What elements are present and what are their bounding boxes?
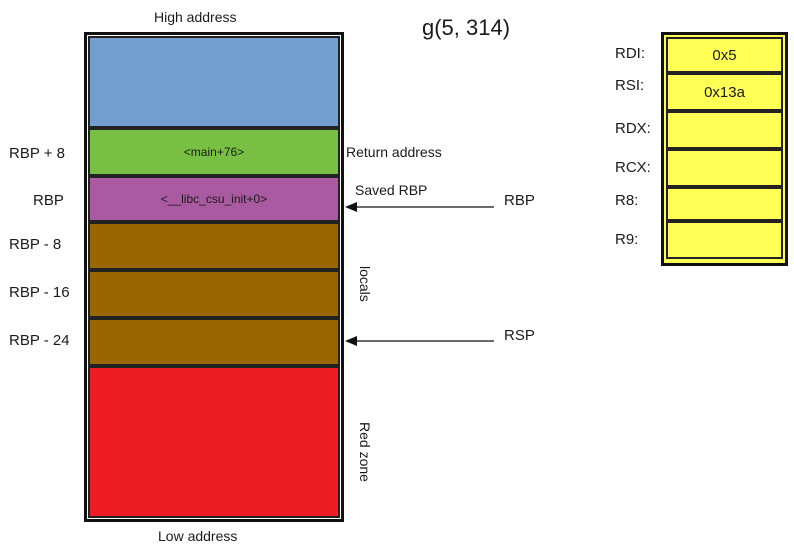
high-address-label: High address xyxy=(154,9,237,25)
register-file: 0x5 0x13a xyxy=(661,32,788,266)
stack-cell-caller xyxy=(88,36,340,128)
register-name-r8: R8: xyxy=(615,192,639,209)
register-value-r8 xyxy=(666,187,783,221)
saved-rbp-label: Saved RBP xyxy=(355,182,428,198)
register-value-rsi: 0x13a xyxy=(666,73,783,111)
register-name-rcx: RCX: xyxy=(615,159,651,176)
register-value-rdx xyxy=(666,111,783,149)
low-address-label: Low address xyxy=(158,528,238,544)
offset-label-rbp-minus-16: RBP - 16 xyxy=(9,284,70,301)
rbp-pointer-label: RBP xyxy=(504,192,535,209)
return-address-label: Return address xyxy=(346,144,442,160)
rbp-arrow xyxy=(345,202,494,212)
offset-label-rbp-plus-8: RBP + 8 xyxy=(9,145,66,162)
stack-frame: <main+76> <__libc_csu_init+0> xyxy=(84,32,344,522)
stack-cell-saved-rbp: <__libc_csu_init+0> xyxy=(88,176,340,222)
register-name-rdi: RDI: xyxy=(615,45,645,62)
offset-label-rbp-minus-24: RBP - 24 xyxy=(9,332,70,349)
register-value-r9 xyxy=(666,221,783,259)
offset-label-rbp-minus-8: RBP - 8 xyxy=(9,236,62,253)
saved-rbp-value: <__libc_csu_init+0> xyxy=(160,192,268,206)
diagram-title: g(5, 314) xyxy=(422,15,511,40)
offset-label-rbp: RBP xyxy=(33,192,64,209)
rsp-pointer-label: RSP xyxy=(504,327,535,344)
stack-cell-local-2 xyxy=(88,270,340,318)
register-name-rdx: RDX: xyxy=(615,120,651,137)
register-name-r9: R9: xyxy=(615,231,639,248)
stack-cell-local-3 xyxy=(88,318,340,366)
register-name-rsi: RSI: xyxy=(615,77,645,94)
register-value-rcx xyxy=(666,149,783,187)
register-value-rdi: 0x5 xyxy=(666,37,783,73)
stack-cell-red-zone xyxy=(88,366,340,518)
return-address-value: <main+76> xyxy=(183,145,245,159)
rsp-arrow xyxy=(345,336,494,346)
stack-cell-return-address: <main+76> xyxy=(88,128,340,176)
stack-cell-local-1 xyxy=(88,222,340,270)
